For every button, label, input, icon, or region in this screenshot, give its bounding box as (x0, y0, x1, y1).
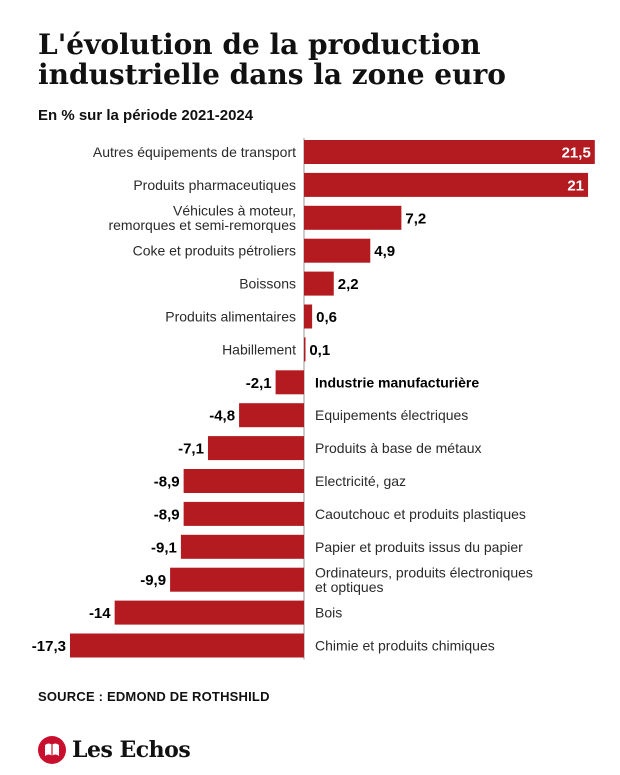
bar (239, 403, 304, 427)
category-label: Coke et produits pétroliers (133, 243, 296, 259)
category-label: Bois (315, 605, 342, 621)
bar-chart: 21,5 Autres équipements de transport 21 Pro… (0, 0, 620, 680)
value-label: 21 (567, 177, 584, 194)
category-label: Electricité, gaz (315, 473, 406, 489)
category-label: Industrie manufacturière (315, 374, 479, 390)
value-label: 0,1 (309, 342, 330, 359)
value-label: 4,9 (374, 243, 395, 260)
category-label: Produits pharmaceutiques (133, 177, 296, 193)
category-label: Produits alimentaires (165, 309, 296, 325)
category-label: Véhicules à moteur, remorques et semi-rem… (108, 203, 296, 234)
bar (115, 601, 304, 625)
category-label: Habillement (222, 341, 296, 357)
value-label: -2,1 (246, 375, 272, 392)
bar (304, 272, 334, 296)
category-label: Boissons (239, 276, 296, 292)
bar (181, 535, 304, 559)
value-label: -8,9 (154, 474, 180, 491)
category-label: Ordinateurs, produits électroniques et op… (315, 564, 533, 595)
value-label: -9,9 (140, 572, 166, 589)
category-label: Autres équipements de transport (93, 144, 296, 160)
value-label: -4,8 (209, 408, 235, 425)
bar (184, 469, 304, 493)
category-label: Produits à base de métaux (315, 440, 482, 456)
source-note: SOURCE : EDMOND DE ROTHSHILD (38, 689, 270, 704)
bar (304, 337, 306, 361)
bar (276, 370, 304, 394)
value-label: -7,1 (178, 441, 204, 458)
value-label: -14 (89, 605, 111, 622)
bar (304, 173, 588, 197)
bar (304, 206, 401, 230)
bar (70, 634, 304, 658)
category-label: Equipements électriques (315, 407, 468, 423)
bar (184, 502, 304, 526)
bar (208, 436, 304, 460)
value-label: 7,2 (405, 210, 426, 227)
category-label: Chimie et produits chimiques (315, 638, 495, 654)
bar (304, 305, 312, 329)
brand-logo: Les Echos (38, 735, 190, 765)
value-label: 2,2 (338, 276, 359, 293)
category-label: Papier et produits issus du papier (315, 539, 523, 555)
value-label: 21,5 (562, 145, 591, 162)
les-echos-logo-icon (38, 736, 66, 764)
bar (304, 239, 370, 263)
bar (304, 140, 595, 164)
value-label: 0,6 (316, 309, 337, 326)
value-label: -8,9 (154, 506, 180, 523)
brand-name: Les Echos (72, 737, 190, 763)
bar (170, 568, 304, 592)
value-label: -17,3 (32, 638, 66, 655)
category-label: Caoutchouc et produits plastiques (315, 506, 526, 522)
value-label: -9,1 (151, 539, 177, 556)
